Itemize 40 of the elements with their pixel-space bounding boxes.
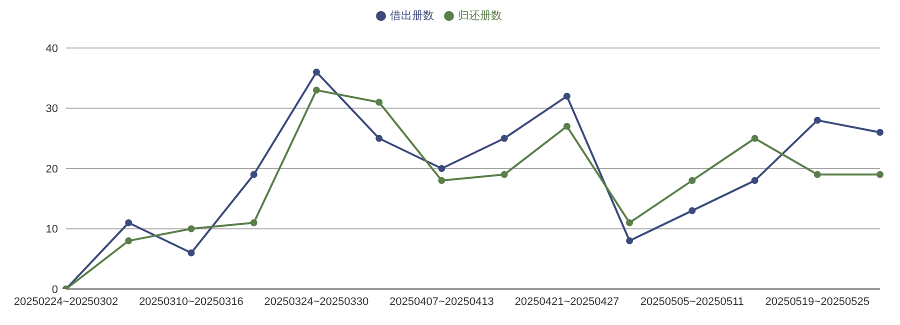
point <box>250 171 258 178</box>
point <box>814 171 821 178</box>
point <box>688 177 696 184</box>
point <box>688 207 696 214</box>
y-tick-label: 30 <box>46 103 58 116</box>
point <box>814 116 821 124</box>
point <box>312 68 320 76</box>
y-tick-label: 40 <box>46 42 58 55</box>
point <box>563 92 570 100</box>
point <box>250 219 258 226</box>
y-tick-label: 10 <box>46 224 58 236</box>
point <box>563 122 570 130</box>
point <box>438 177 446 184</box>
x-tick-label: 20250421~20250427 <box>514 296 620 308</box>
point <box>125 237 132 244</box>
point <box>751 134 758 142</box>
point <box>876 128 884 136</box>
x-tick-label: 20250310~20250316 <box>139 296 244 308</box>
y-tick-label: 20 <box>46 163 58 176</box>
point <box>876 171 884 178</box>
x-tick-label: 20250505~20250511 <box>640 296 744 308</box>
x-tick-label: 20250324~20250330 <box>264 296 369 308</box>
point <box>751 177 758 184</box>
point <box>376 134 383 142</box>
legend-label: 归还册数 <box>458 10 502 22</box>
point <box>125 219 132 226</box>
x-tick-label: 20250224~20250302 <box>14 296 118 308</box>
point <box>188 249 195 256</box>
point <box>500 134 508 142</box>
x-tick-label: 20250407~20250413 <box>390 296 494 308</box>
point <box>312 86 320 94</box>
point <box>188 225 195 232</box>
point <box>376 98 383 106</box>
point <box>500 171 508 178</box>
point <box>626 219 634 226</box>
point <box>626 237 634 244</box>
y-tick-label: 0 <box>52 284 58 296</box>
x-tick-label: 20250519~20250525 <box>765 296 870 308</box>
point <box>438 165 446 172</box>
legend-label: 借出册数 <box>390 10 434 22</box>
